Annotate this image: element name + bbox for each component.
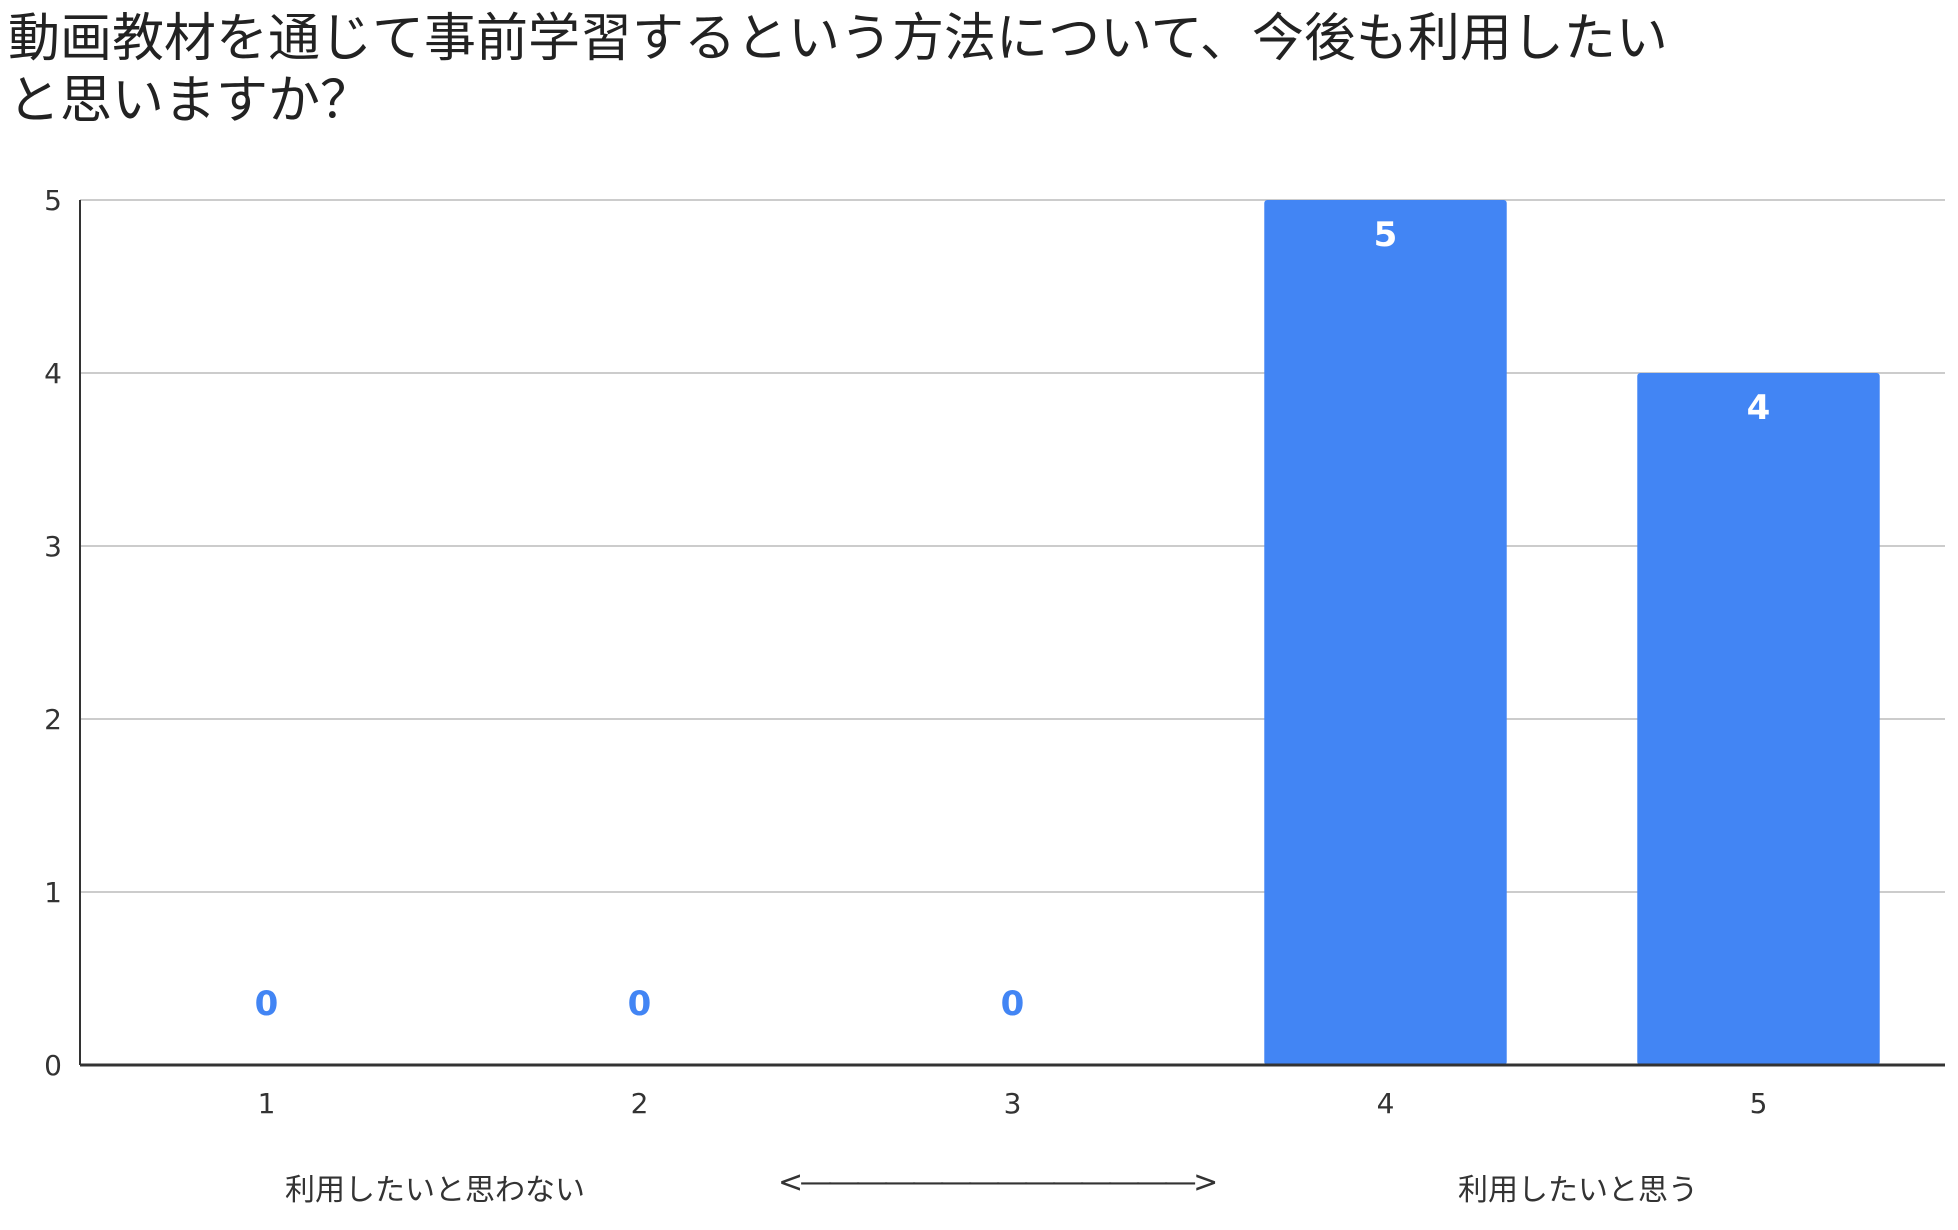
scale-caption-arrow: <――――――――――――――>	[778, 1165, 1218, 1200]
data-label-4: 5	[1374, 215, 1398, 255]
y-tick-label-1: 1	[44, 876, 62, 909]
data-label-5: 4	[1747, 388, 1771, 428]
x-tick-label-1: 1	[258, 1087, 276, 1120]
y-tick-label-2: 2	[44, 703, 62, 736]
x-tick-label-5: 5	[1750, 1087, 1768, 1120]
scale-caption-right: 利用したいと思う	[1458, 1173, 1698, 1208]
x-tick-label-3: 3	[1004, 1087, 1022, 1120]
chart-title-line-2: と思いますか？	[8, 71, 373, 131]
bar-5	[1637, 373, 1880, 1065]
chart-title-line-1: 動画教材を通じて事前学習するという方法について、今後も利用したい	[8, 9, 1668, 69]
data-label-1: 0	[255, 984, 279, 1024]
y-tick-label-4: 4	[44, 357, 62, 390]
y-tick-label-5: 5	[44, 184, 62, 217]
data-label-2: 0	[628, 984, 652, 1024]
x-tick-label-2: 2	[631, 1087, 649, 1120]
chart-title: 動画教材を通じて事前学習するという方法について、今後も利用したい と思いますか？	[8, 8, 1938, 132]
y-tick-label-3: 3	[44, 530, 62, 563]
data-label-3: 0	[1001, 984, 1025, 1024]
y-tick-label-0: 0	[44, 1049, 62, 1082]
bar-4	[1264, 200, 1507, 1065]
scale-caption-left: 利用したいと思わない	[285, 1173, 585, 1208]
x-tick-label-4: 4	[1377, 1087, 1395, 1120]
